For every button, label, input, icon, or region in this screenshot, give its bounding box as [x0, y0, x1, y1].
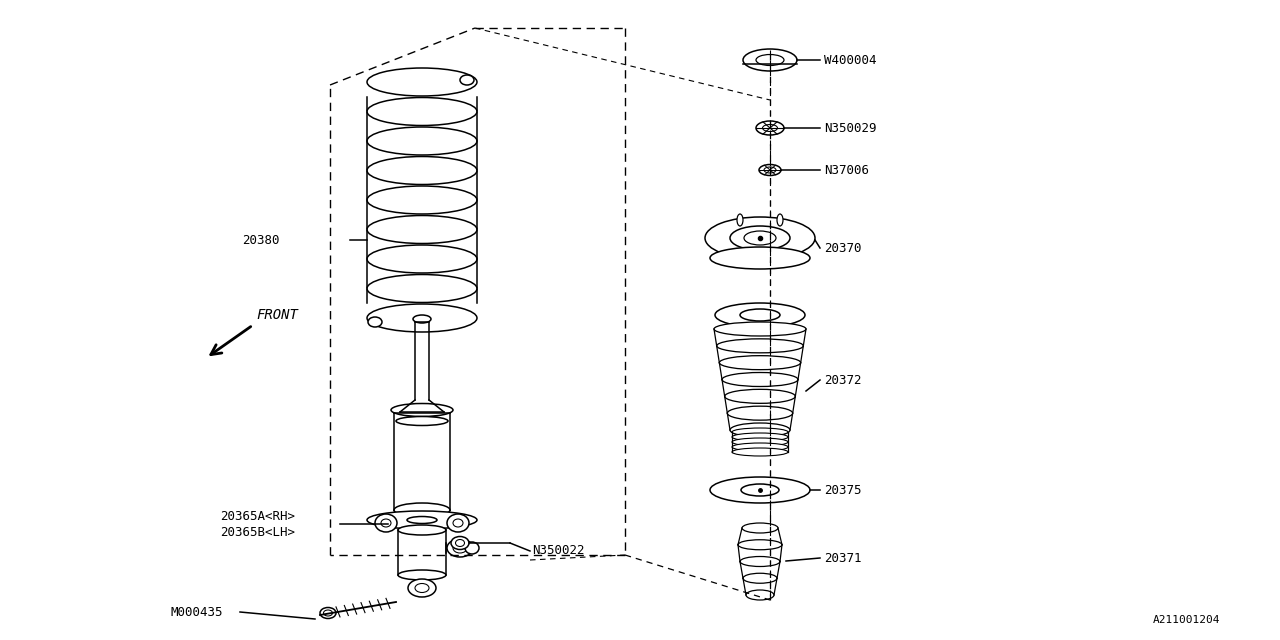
Ellipse shape — [742, 49, 797, 71]
Ellipse shape — [705, 217, 815, 259]
Ellipse shape — [710, 247, 810, 269]
Ellipse shape — [764, 167, 776, 173]
Ellipse shape — [398, 525, 445, 535]
Ellipse shape — [453, 519, 463, 527]
Ellipse shape — [777, 214, 783, 226]
Ellipse shape — [746, 590, 774, 600]
Ellipse shape — [744, 231, 776, 245]
Ellipse shape — [460, 75, 474, 85]
Ellipse shape — [716, 303, 805, 327]
Ellipse shape — [742, 573, 777, 583]
Ellipse shape — [407, 516, 436, 524]
Text: 20370: 20370 — [824, 241, 861, 255]
Text: W400004: W400004 — [824, 54, 877, 67]
Ellipse shape — [730, 423, 790, 437]
Ellipse shape — [732, 443, 788, 451]
Text: 20365A<RH>: 20365A<RH> — [220, 509, 294, 522]
Ellipse shape — [756, 121, 785, 135]
Text: M000435: M000435 — [170, 605, 223, 618]
Text: FRONT: FRONT — [256, 308, 298, 322]
Ellipse shape — [394, 503, 451, 517]
Text: 20375: 20375 — [824, 483, 861, 497]
Ellipse shape — [727, 406, 792, 420]
Text: N350029: N350029 — [824, 122, 877, 134]
Ellipse shape — [732, 448, 788, 456]
Ellipse shape — [740, 309, 780, 321]
Ellipse shape — [724, 389, 795, 403]
Ellipse shape — [717, 339, 804, 353]
Ellipse shape — [732, 438, 788, 446]
Ellipse shape — [742, 523, 778, 533]
Ellipse shape — [714, 322, 806, 336]
Ellipse shape — [396, 417, 448, 426]
Ellipse shape — [408, 579, 436, 597]
Ellipse shape — [451, 536, 468, 550]
Ellipse shape — [465, 542, 479, 554]
Ellipse shape — [740, 557, 780, 566]
Text: 20380: 20380 — [242, 234, 280, 246]
Ellipse shape — [447, 539, 474, 557]
Ellipse shape — [381, 519, 390, 527]
Text: A211001204: A211001204 — [1152, 615, 1220, 625]
Ellipse shape — [737, 214, 742, 226]
Ellipse shape — [367, 511, 477, 529]
Ellipse shape — [730, 226, 790, 250]
Ellipse shape — [732, 428, 788, 436]
Ellipse shape — [739, 540, 782, 550]
Text: 20372: 20372 — [824, 374, 861, 387]
Ellipse shape — [447, 514, 468, 532]
Ellipse shape — [756, 54, 785, 65]
Ellipse shape — [456, 540, 465, 547]
Ellipse shape — [453, 543, 467, 553]
Text: 20371: 20371 — [824, 552, 861, 564]
Ellipse shape — [415, 584, 429, 593]
Ellipse shape — [320, 607, 337, 618]
Ellipse shape — [719, 356, 801, 370]
Ellipse shape — [369, 317, 381, 327]
Ellipse shape — [741, 484, 780, 496]
Text: N37006: N37006 — [824, 163, 869, 177]
Ellipse shape — [710, 477, 810, 503]
Ellipse shape — [732, 433, 788, 441]
Text: 20365B<LH>: 20365B<LH> — [220, 525, 294, 538]
Ellipse shape — [722, 372, 797, 387]
Ellipse shape — [399, 407, 444, 417]
Ellipse shape — [759, 164, 781, 175]
Ellipse shape — [413, 315, 431, 323]
Text: N350022: N350022 — [532, 545, 585, 557]
Ellipse shape — [763, 125, 777, 131]
Ellipse shape — [375, 514, 397, 532]
Ellipse shape — [390, 403, 453, 417]
Ellipse shape — [398, 570, 445, 580]
Ellipse shape — [324, 610, 333, 616]
